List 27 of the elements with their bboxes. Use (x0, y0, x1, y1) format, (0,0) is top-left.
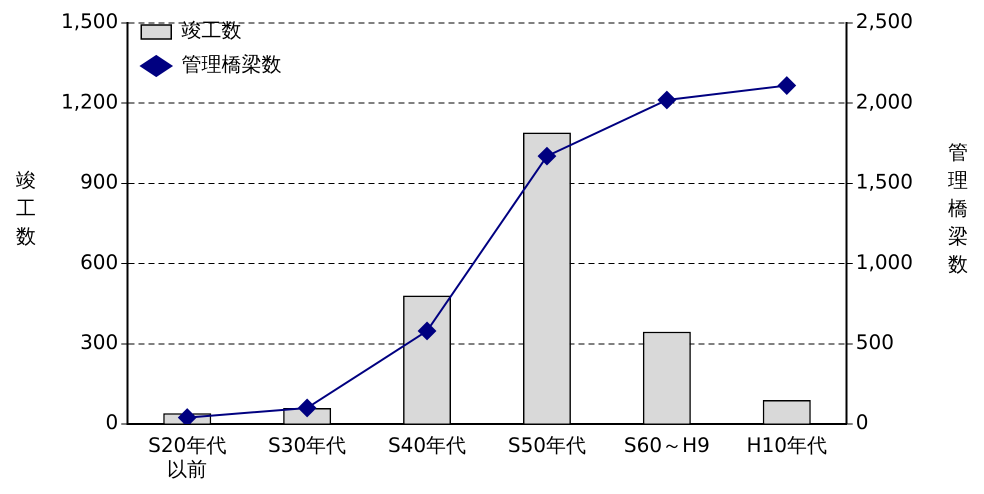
y-tick-label: 600 (80, 250, 118, 274)
y2-tick-label: 0 (856, 410, 868, 434)
x-tick-label: S40年代 (388, 433, 466, 458)
x-tick-label: S20年代以前 (148, 433, 226, 482)
y-tick-label: 1,500 (60, 9, 118, 34)
y2-axis-title: 管理橋梁数 (947, 139, 969, 278)
y-tick-label: 900 (80, 170, 118, 194)
y-tick-label: 1,200 (60, 89, 118, 114)
point (298, 398, 316, 417)
point (538, 147, 556, 166)
y2-tick-label: 2,500 (856, 9, 914, 34)
y2-tick-label: 500 (856, 330, 894, 354)
point (418, 322, 436, 340)
y2-tick-label: 2,000 (856, 89, 914, 114)
y-tick-label: 300 (80, 330, 118, 354)
y2-tick-label: 1,000 (856, 250, 914, 274)
legend-label: 管理橋梁数 (181, 52, 282, 76)
point (178, 408, 196, 424)
point (778, 76, 796, 95)
y2-tick-label: 1,500 (856, 170, 914, 194)
x-tick-label: S30年代 (268, 433, 346, 458)
y-tick-label: 0 (106, 410, 118, 434)
x-tick-label: H10年代 (746, 433, 828, 458)
point (658, 90, 676, 109)
x-tick-label: S50年代 (508, 433, 586, 458)
y-axis-title: 竣工数 (15, 167, 37, 250)
x-tick-label: S60～H9 (624, 433, 710, 458)
